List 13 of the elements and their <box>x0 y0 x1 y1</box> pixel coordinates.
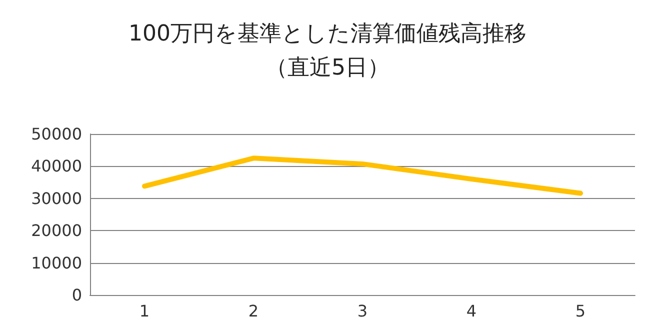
y-tick-label: 10000 <box>31 253 82 272</box>
x-tick-label: 2 <box>248 302 259 320</box>
x-tick-label: 4 <box>466 302 477 320</box>
chart-title: 100万円を基準とした清算価値残高推移 <box>128 22 526 46</box>
y-tick-label: 0 <box>72 286 82 304</box>
y-tick-label: 30000 <box>31 188 82 208</box>
y-tick-label: 40000 <box>31 156 82 176</box>
chart-subtitle: （直近5日） <box>266 56 390 80</box>
x-tick-label: 5 <box>575 302 586 320</box>
y-tick-label: 20000 <box>31 221 82 240</box>
x-tick-label: 1 <box>139 302 150 320</box>
y-tick-label: 50000 <box>31 124 82 144</box>
x-tick-label: 3 <box>357 302 368 320</box>
